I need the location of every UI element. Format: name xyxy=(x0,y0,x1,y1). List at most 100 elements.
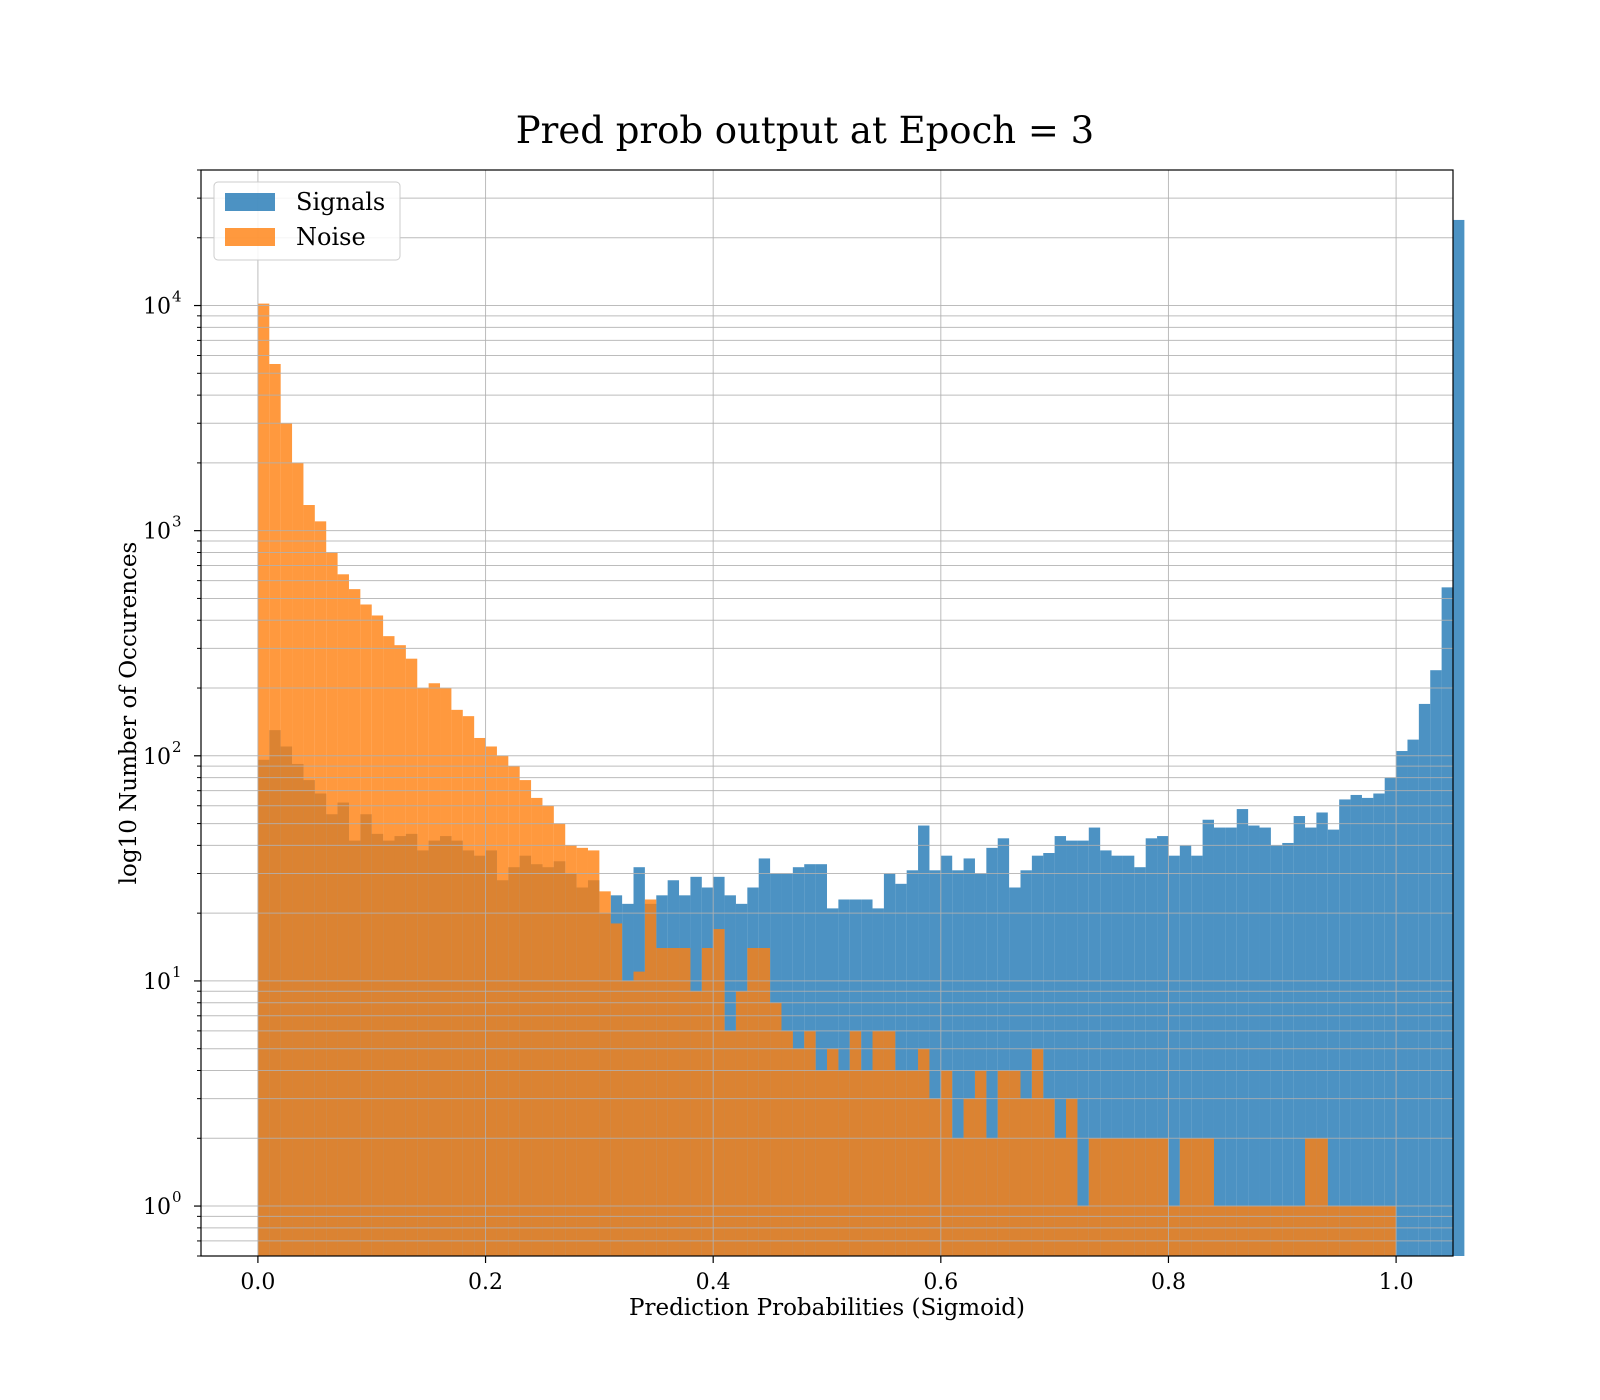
x-tick-label: 0.0 xyxy=(240,1270,275,1295)
bar xyxy=(1350,794,1362,1256)
bar xyxy=(348,589,361,1256)
bar xyxy=(565,845,577,1256)
bar xyxy=(1305,827,1317,1256)
bar xyxy=(1259,827,1271,1256)
bar xyxy=(1282,842,1294,1256)
bar xyxy=(474,737,486,1256)
bar xyxy=(1077,1206,1089,1256)
plot-area xyxy=(200,169,1465,1257)
bar xyxy=(1282,1206,1294,1256)
x-axis-ticks: 0.0 0.2 0.4 0.6 0.8 1.0 xyxy=(240,1256,1414,1295)
bar xyxy=(1236,809,1249,1256)
legend-label-signals: Signals xyxy=(296,188,385,216)
bar xyxy=(1202,819,1214,1256)
y-tick-exponent: 4 xyxy=(172,288,182,306)
bar xyxy=(940,855,953,1256)
legend-swatch-signals xyxy=(225,193,275,211)
bar xyxy=(280,423,293,1256)
bar xyxy=(1248,1206,1260,1256)
bar xyxy=(1339,799,1351,1256)
y-tick-label: 10 xyxy=(143,745,171,770)
bar xyxy=(531,797,543,1256)
bar xyxy=(1418,703,1431,1256)
bar xyxy=(1179,1138,1192,1256)
bar xyxy=(815,864,827,1256)
bar xyxy=(1020,870,1032,1256)
bar xyxy=(519,780,532,1256)
bar xyxy=(383,636,395,1256)
bar xyxy=(462,716,475,1256)
bar xyxy=(963,858,975,1256)
bar xyxy=(1088,1138,1101,1256)
bar xyxy=(986,847,998,1256)
bar xyxy=(770,1002,782,1256)
bar xyxy=(838,1070,850,1256)
bar xyxy=(587,850,600,1256)
bar xyxy=(292,462,304,1256)
bar xyxy=(1213,1206,1226,1256)
x-tick-label: 0.4 xyxy=(696,1270,731,1295)
bar xyxy=(1134,1138,1146,1256)
bar xyxy=(1043,853,1055,1256)
bar xyxy=(952,870,964,1256)
bar xyxy=(929,1098,941,1256)
y-tick-label: 10 xyxy=(143,520,171,545)
bar xyxy=(1168,1206,1180,1256)
bar xyxy=(781,1030,793,1256)
series-noise xyxy=(257,303,1397,1256)
bar xyxy=(986,1138,998,1256)
bar xyxy=(1213,827,1226,1256)
bar xyxy=(1361,797,1374,1256)
bar xyxy=(679,948,691,1256)
bar xyxy=(997,1070,1010,1256)
bar xyxy=(1111,1138,1123,1256)
bar xyxy=(701,948,714,1256)
bar xyxy=(1054,836,1067,1256)
bar xyxy=(1373,1206,1385,1256)
bar xyxy=(1316,1138,1328,1256)
bar xyxy=(815,1070,827,1256)
bar xyxy=(997,838,1010,1256)
bar xyxy=(1100,850,1112,1256)
bar xyxy=(792,1048,805,1256)
bar xyxy=(1122,1138,1135,1256)
bar xyxy=(360,604,372,1256)
y-tick-label: 10 xyxy=(143,970,171,995)
bar xyxy=(1373,793,1385,1256)
bar xyxy=(1031,1048,1044,1256)
bar xyxy=(576,847,588,1256)
bar xyxy=(940,1070,953,1256)
bar xyxy=(405,658,418,1256)
bar xyxy=(326,552,338,1256)
bar xyxy=(1270,845,1283,1256)
y-tick-label: 10 xyxy=(143,295,171,320)
bar xyxy=(1327,1206,1340,1256)
y-tick-exponent: 2 xyxy=(172,738,182,756)
bar xyxy=(1191,855,1203,1256)
bar xyxy=(1305,1138,1317,1256)
bar xyxy=(952,1138,964,1256)
bar xyxy=(1293,816,1306,1256)
bar xyxy=(496,755,509,1256)
bar xyxy=(963,1098,975,1256)
bar xyxy=(895,1070,907,1256)
bar xyxy=(1020,1098,1032,1256)
bar xyxy=(1122,855,1135,1256)
bar xyxy=(758,948,771,1256)
bar xyxy=(1236,1206,1249,1256)
bar xyxy=(1339,1206,1351,1256)
bar xyxy=(861,1070,873,1256)
bar xyxy=(883,1030,896,1256)
bar xyxy=(633,971,645,1256)
bar xyxy=(1430,670,1442,1256)
bar xyxy=(974,1070,987,1256)
bar xyxy=(667,948,680,1256)
bar xyxy=(1134,867,1146,1256)
bar xyxy=(417,688,429,1256)
plot-frame xyxy=(200,169,1454,1257)
bar xyxy=(690,991,702,1256)
bar xyxy=(622,980,634,1256)
bar xyxy=(1145,1138,1158,1256)
x-axis-label: Prediction Probabilities (Sigmoid) xyxy=(629,1295,1025,1321)
